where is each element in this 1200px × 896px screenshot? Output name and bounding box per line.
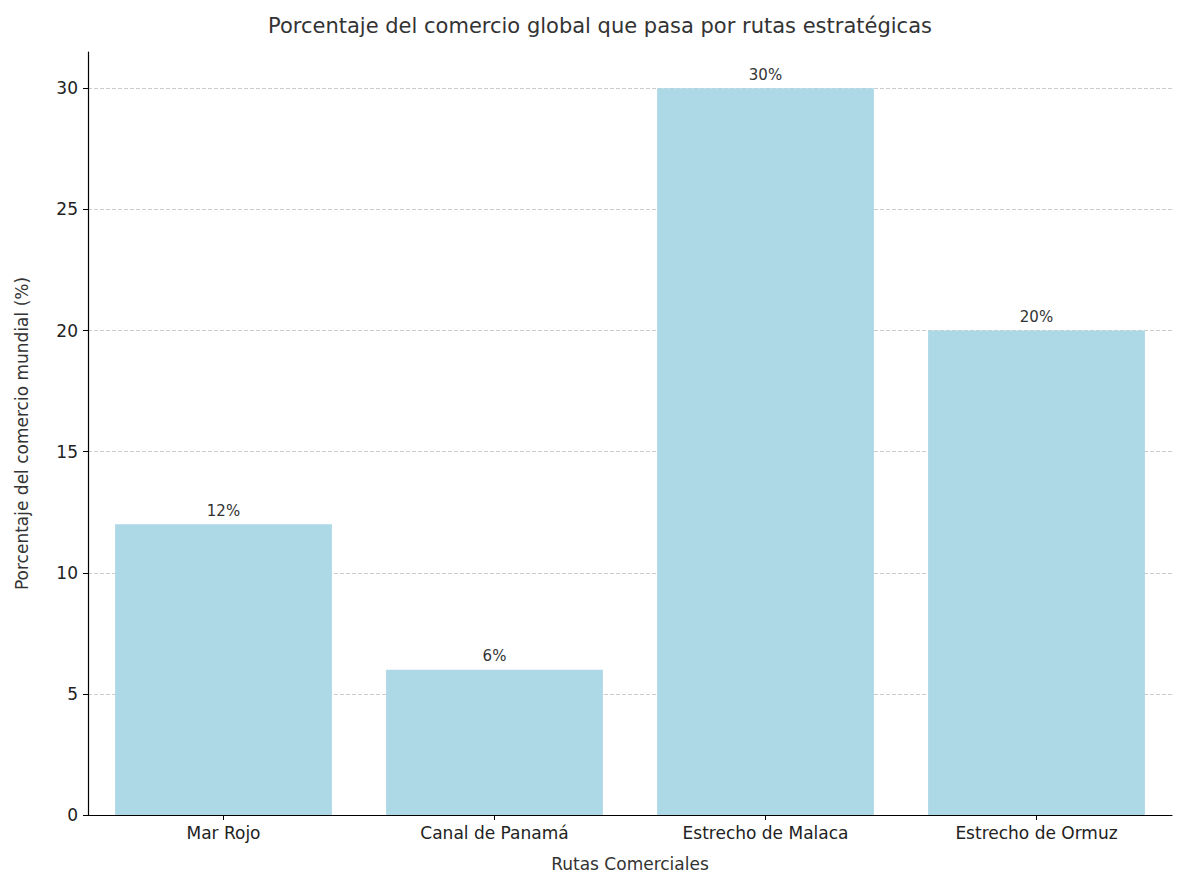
svg-text:Canal de Panamá: Canal de Panamá (420, 823, 568, 843)
svg-text:Estrecho de Ormuz: Estrecho de Ormuz (955, 823, 1117, 843)
svg-text:6%: 6% (483, 647, 507, 665)
svg-text:Porcentaje del comercio global: Porcentaje del comercio global que pasa … (268, 14, 932, 38)
svg-text:30%: 30% (749, 66, 782, 84)
svg-text:0: 0 (67, 805, 78, 825)
svg-text:Estrecho de Malaca: Estrecho de Malaca (683, 823, 849, 843)
svg-text:12%: 12% (207, 502, 240, 520)
svg-text:10: 10 (56, 563, 78, 583)
svg-text:5: 5 (67, 684, 78, 704)
svg-text:15: 15 (56, 442, 78, 462)
svg-text:30: 30 (56, 78, 78, 98)
svg-text:20: 20 (56, 321, 78, 341)
svg-text:20%: 20% (1020, 308, 1053, 326)
svg-text:25: 25 (56, 199, 78, 219)
svg-text:Porcentaje del comercio mundia: Porcentaje del comercio mundial (%) (12, 277, 32, 590)
svg-text:Mar Rojo: Mar Rojo (186, 823, 260, 843)
svg-text:Rutas Comerciales: Rutas Comerciales (551, 854, 709, 874)
